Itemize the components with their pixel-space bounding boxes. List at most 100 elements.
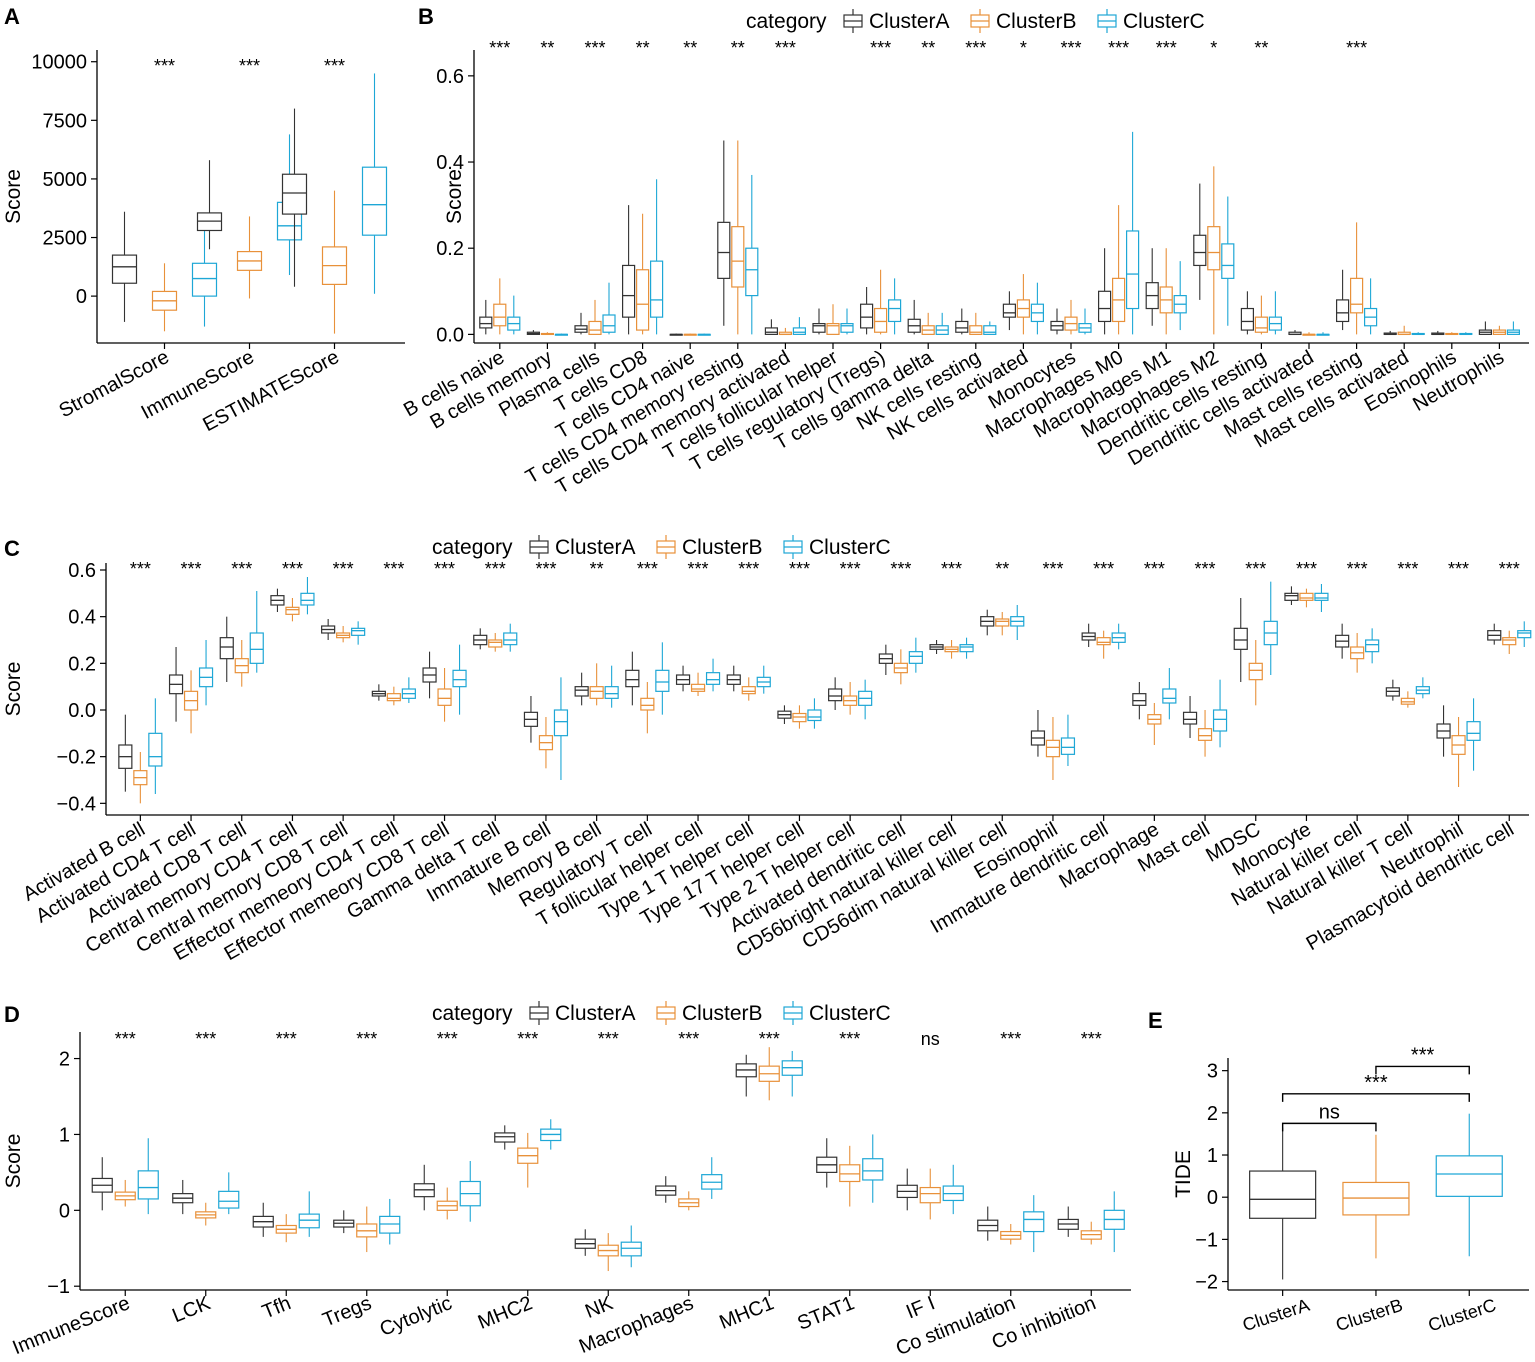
box-clusterb (151, 263, 178, 332)
box-clustera (1284, 586, 1299, 605)
box-clusterc (459, 1161, 481, 1222)
box-clustera (1057, 1206, 1079, 1237)
y-tick-label: 0.2 (436, 238, 464, 260)
box-clustera (1050, 308, 1064, 335)
legend: category ClusterA ClusterB ClusterC (432, 535, 891, 559)
box-clusterc (1506, 321, 1521, 335)
box-clusterb (437, 668, 452, 722)
significance-label: ns (921, 1029, 940, 1049)
comparison-label: ns (1319, 1101, 1340, 1123)
box-iqr (745, 247, 759, 297)
legend-label: ClusterA (555, 536, 636, 559)
significance-label: *** (1081, 1029, 1102, 1049)
y-tick-label: 2500 (43, 228, 88, 250)
significance-label: *** (231, 559, 252, 579)
box-clusterb (778, 327, 793, 336)
box-clusterc (1060, 714, 1076, 766)
box-iqr (479, 316, 493, 329)
box-clusterc (1314, 584, 1329, 612)
box-clustera (1240, 291, 1255, 335)
box-clusterc (361, 73, 388, 294)
box-clustera (413, 1164, 435, 1211)
legend-swatch-clusterc (1097, 9, 1117, 33)
box-clusterb (678, 1191, 700, 1211)
y-tick-label: 2 (59, 1049, 70, 1071)
box-clusterb (995, 612, 1010, 636)
box-clustera (625, 651, 640, 706)
box-clustera (574, 672, 589, 706)
y-tick-label: 0.6 (68, 560, 96, 582)
box-clusterc (1173, 261, 1187, 331)
box-clusterb (893, 649, 908, 685)
box-clustera (219, 616, 234, 682)
significance-label: *** (130, 559, 151, 579)
panel-label-e: E (1148, 1008, 1163, 1033)
box-iqr (955, 320, 969, 333)
y-tick-label: 3 (1207, 1061, 1218, 1083)
y-tick-label: 0.4 (436, 152, 464, 174)
box-clustera (816, 1138, 838, 1188)
box-clusterc (942, 1164, 964, 1215)
comparison-bracket (1375, 1065, 1470, 1075)
box-clusterc (191, 218, 218, 327)
legend-swatch-clusterb (656, 535, 676, 559)
box-iqr (1182, 711, 1198, 725)
box-clusterc (351, 621, 366, 645)
box-clusterc (1268, 291, 1283, 335)
box-clustera (526, 330, 541, 335)
box-iqr (690, 683, 706, 692)
y-tick-label: 0 (76, 286, 87, 308)
box-iqr (1197, 728, 1213, 741)
box-clustera (980, 609, 995, 636)
box-clusterc (1212, 679, 1228, 748)
significance-label: ** (1254, 38, 1268, 58)
y-tick-label: 0.6 (436, 66, 464, 88)
x-tick-label: Tfh (259, 1292, 294, 1323)
box-clusterb (133, 752, 148, 804)
legend-swatch-clustera (529, 535, 549, 559)
box-clusterc (1125, 131, 1140, 335)
box-iqr (604, 686, 619, 699)
significance-label: *** (1347, 559, 1368, 579)
box-clusterc (649, 179, 664, 335)
significance-label: *** (1346, 38, 1367, 58)
box-clustera (1288, 330, 1302, 336)
box-iqr (452, 669, 467, 688)
box-clustera (91, 1157, 113, 1211)
box-clustera (1030, 710, 1046, 757)
box-clusterc (249, 591, 264, 673)
box-clustera (281, 108, 308, 287)
box-clustera (726, 665, 741, 692)
box-iqr (919, 1186, 941, 1204)
box-iqr (887, 299, 902, 323)
significance-label: *** (870, 38, 891, 58)
box-clustera (333, 1210, 355, 1234)
box-clusterb (944, 640, 959, 659)
significance-label: *** (890, 559, 911, 579)
box-clusterb (1147, 703, 1162, 745)
box-clusterc (604, 665, 619, 708)
box-clustera (1478, 321, 1493, 335)
box-iqr (589, 686, 604, 699)
box-clustera (196, 160, 223, 250)
box-clusterb (321, 190, 348, 334)
box-clusterb (690, 672, 706, 696)
box-clustera (675, 665, 691, 692)
significance-label: *** (1093, 559, 1114, 579)
box-clusterb (275, 1214, 297, 1243)
box-clusterb (919, 1168, 941, 1220)
box-clusterc (1030, 282, 1045, 335)
box-iqr (620, 1241, 642, 1257)
panel-label-d: D (4, 1002, 20, 1027)
box-iqr (493, 303, 507, 327)
box-iqr (859, 303, 874, 329)
box-clusterb (1302, 332, 1316, 336)
y-tick-label: 1 (59, 1124, 70, 1146)
significance-label: *** (789, 559, 810, 579)
box-clusterc (935, 312, 949, 335)
box-iqr (386, 693, 401, 702)
box-iqr (826, 323, 840, 335)
y-tick-label: −2 (1195, 1272, 1218, 1294)
box-clusterb (1248, 640, 1263, 706)
